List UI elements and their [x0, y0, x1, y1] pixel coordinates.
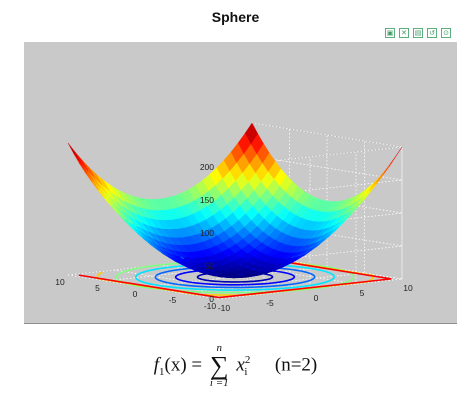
save-icon[interactable]: ▣ — [385, 28, 395, 38]
contour-line — [78, 255, 392, 299]
y-gridline — [205, 152, 357, 285]
x-tick-label: -5 — [169, 295, 177, 305]
surface-patch — [74, 151, 89, 172]
y-tick-label: -10 — [218, 303, 231, 313]
x-tick-label: 0 — [133, 289, 138, 299]
z-tick-label: 50 — [205, 261, 215, 271]
chart-toolbar: ▣ ✕ ▤ ↺ ⊙ — [385, 28, 451, 38]
chart-title: Sphere — [211, 9, 260, 25]
y-gridline — [251, 147, 403, 280]
x-gridline — [105, 129, 290, 282]
y-tick-label: 0 — [314, 293, 319, 303]
x-gridline — [180, 141, 365, 294]
sum-upper: n — [216, 342, 223, 354]
formula-arg: (x) = — [164, 354, 203, 376]
sphere-formula: f1(x) = n ∑ i =1 x2i (n=2) — [0, 343, 471, 389]
y-tick-label: 10 — [403, 283, 413, 293]
y-tick-label: -5 — [266, 298, 274, 308]
divider — [24, 323, 457, 324]
formula-term-sub: i — [244, 366, 248, 379]
formula-f-sub: 1 — [159, 366, 165, 379]
sum-lower: i =1 — [209, 377, 229, 389]
expand-icon[interactable]: ✕ — [399, 28, 409, 38]
z-tick-label: 0 — [209, 294, 214, 304]
formula-term: x — [236, 354, 245, 376]
zoom-icon[interactable]: ⊙ — [441, 28, 451, 38]
sigma-symbol: ∑ — [209, 351, 229, 380]
x-tick-label: -10 — [204, 301, 217, 311]
surface-patch — [67, 142, 81, 163]
formula-term-sup: 2 — [244, 354, 251, 367]
data-view-icon[interactable]: ▤ — [413, 28, 423, 38]
x-gridline — [142, 135, 328, 288]
x-tick-label: 10 — [55, 277, 65, 287]
formula-condition: (n=2) — [274, 354, 318, 376]
z-tick-label: 150 — [200, 195, 214, 205]
z-tick-label: 100 — [200, 228, 214, 238]
summation: n ∑ i =1 — [210, 343, 229, 389]
x-tick-label: 5 — [95, 283, 100, 293]
z-tick-label: 200 — [200, 162, 214, 172]
y-tick-label: 5 — [360, 288, 365, 298]
restore-icon[interactable]: ↺ — [427, 28, 437, 38]
plot-area: ▣ ✕ ▤ ↺ ⊙ 0 50 100 150 200 10 5 0 -5 -10 -10 -5 0 5 10 — [24, 28, 457, 323]
x-gridline — [217, 147, 403, 300]
formula-f: f — [153, 354, 160, 376]
